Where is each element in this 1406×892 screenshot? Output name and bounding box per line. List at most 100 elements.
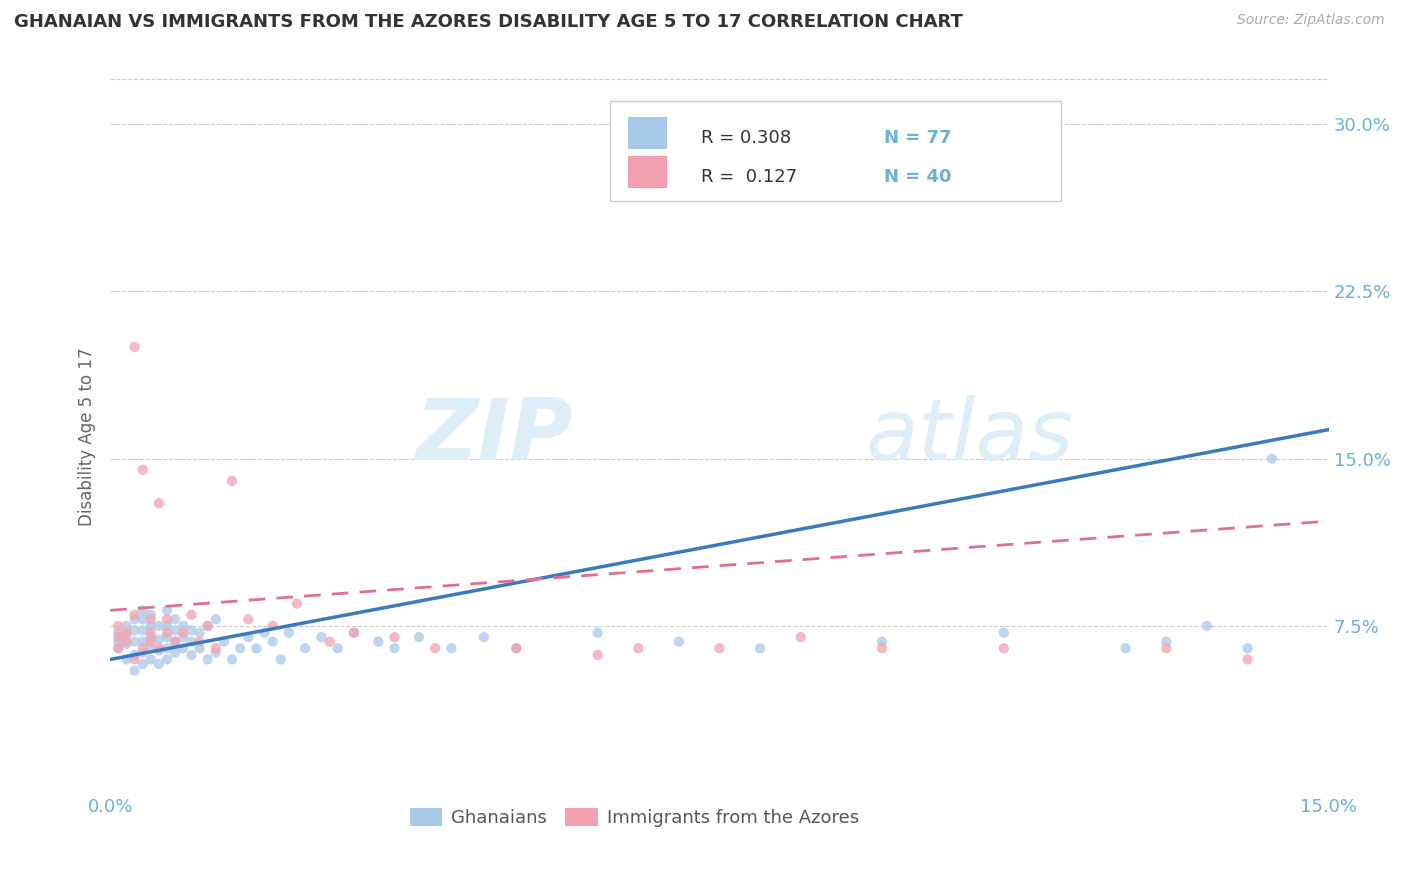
Point [107,625,129,640]
Text: R =  0.127: R = 0.127 [702,168,797,186]
Point [139,652,162,666]
Point [148,641,170,656]
Point [165,646,187,660]
Point [107,630,129,644]
Point [749,641,772,656]
Point [262,634,284,648]
Point [229,641,252,656]
Point [156,612,179,626]
Point [238,630,260,644]
Y-axis label: Disability Age 5 to 17: Disability Age 5 to 17 [79,347,96,525]
Point [789,630,811,644]
Point [204,641,226,656]
Point [505,641,527,656]
Point [188,634,211,648]
Point [165,612,187,626]
Point [156,652,179,666]
FancyBboxPatch shape [610,101,1060,201]
Point [1195,619,1218,633]
Point [870,634,893,648]
Point [270,652,292,666]
Point [148,657,170,671]
Bar [628,156,666,188]
Point [262,619,284,633]
Point [709,641,731,656]
Point [124,648,146,662]
Point [188,641,211,656]
Point [1236,641,1258,656]
Point [993,641,1015,656]
Legend: Ghanaians, Immigrants from the Azores: Ghanaians, Immigrants from the Azores [402,800,866,834]
Bar [628,117,666,149]
Point [180,648,202,662]
Point [131,641,153,656]
Text: ZIP: ZIP [416,395,574,478]
Point [165,624,187,638]
Point [172,630,194,644]
Point [115,634,138,648]
Point [107,634,129,648]
Text: N = 77: N = 77 [884,129,952,147]
Point [440,641,463,656]
Point [139,630,162,644]
Point [156,630,179,644]
Point [586,648,609,662]
Point [115,652,138,666]
Point [131,612,153,626]
Point [139,634,162,648]
Point [156,603,179,617]
Point [343,625,366,640]
Point [165,634,187,648]
Point [139,641,162,656]
Point [139,619,162,633]
Point [156,619,179,633]
Point [180,634,202,648]
Point [472,630,495,644]
Point [1236,652,1258,666]
Text: Source: ZipAtlas.com: Source: ZipAtlas.com [1237,13,1385,28]
Point [115,619,138,633]
Point [1156,641,1178,656]
Point [156,625,179,640]
Point [204,612,226,626]
Point [870,641,893,656]
Point [115,628,138,642]
Point [148,619,170,633]
Point [180,607,202,622]
Point [204,646,226,660]
Text: N = 40: N = 40 [884,168,952,186]
Point [384,630,406,644]
Point [343,625,366,640]
Point [148,632,170,647]
Point [197,652,219,666]
Point [586,625,609,640]
Text: atlas: atlas [866,395,1074,478]
Point [156,641,179,656]
Point [180,624,202,638]
Point [172,641,194,656]
Point [124,612,146,626]
Point [197,619,219,633]
Point [221,474,243,488]
Point [165,634,187,648]
Point [124,652,146,666]
Point [124,624,146,638]
Point [115,625,138,640]
Point [131,463,153,477]
Point [408,630,430,644]
Point [131,603,153,617]
Point [253,625,276,640]
Point [148,643,170,657]
Point [318,634,340,648]
Point [139,612,162,626]
Point [124,664,146,678]
Point [172,625,194,640]
Point [1115,641,1137,656]
Point [124,634,146,648]
Point [294,641,316,656]
Point [993,625,1015,640]
Text: GHANAIAN VS IMMIGRANTS FROM THE AZORES DISABILITY AGE 5 TO 17 CORRELATION CHART: GHANAIAN VS IMMIGRANTS FROM THE AZORES D… [14,13,963,31]
Point [124,340,146,354]
Point [107,641,129,656]
Point [311,630,333,644]
